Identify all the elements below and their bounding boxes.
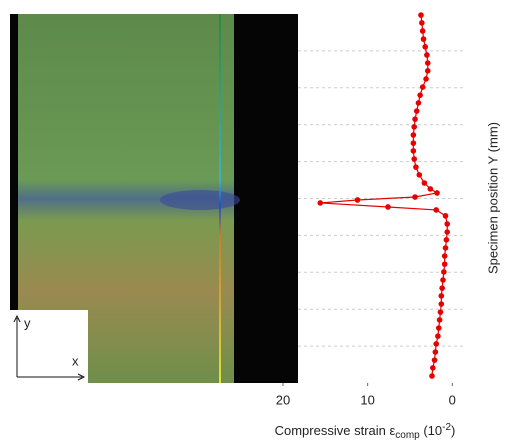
data-point bbox=[431, 357, 438, 363]
data-point bbox=[441, 269, 447, 275]
y-axis-label: Specimen position Y (mm) bbox=[485, 122, 500, 274]
data-point bbox=[433, 207, 440, 213]
data-point bbox=[427, 186, 434, 192]
inset-x-label: x bbox=[72, 353, 79, 368]
data-point bbox=[429, 373, 435, 379]
data-point bbox=[435, 333, 441, 339]
data-point bbox=[430, 365, 436, 371]
data-point bbox=[443, 237, 450, 243]
data-point bbox=[441, 253, 448, 259]
data-point bbox=[424, 60, 431, 66]
data-point bbox=[438, 301, 445, 307]
data-point bbox=[432, 349, 439, 355]
data-point bbox=[412, 194, 418, 200]
data-point bbox=[412, 116, 418, 122]
data-point bbox=[413, 108, 420, 114]
data-point bbox=[410, 148, 417, 154]
data-point bbox=[411, 156, 418, 162]
data-point bbox=[416, 172, 423, 178]
data-point bbox=[444, 229, 451, 235]
data-point bbox=[420, 36, 427, 42]
data-point bbox=[436, 317, 443, 323]
data-point bbox=[424, 52, 430, 58]
data-point bbox=[437, 309, 444, 315]
x-label-unit-close: ) bbox=[451, 423, 455, 438]
data-point bbox=[442, 245, 449, 251]
x-label-sup: -2 bbox=[442, 422, 451, 433]
x-axis-label: Compressive strain εcomp (10-2) bbox=[275, 422, 456, 441]
x-label-sub: comp bbox=[395, 430, 420, 441]
x-label-unit-open: (10 bbox=[420, 423, 442, 438]
data-point bbox=[444, 221, 451, 227]
data-point bbox=[435, 325, 442, 331]
x-tick-label: 20 bbox=[276, 392, 290, 407]
inset-y-label: y bbox=[24, 315, 31, 330]
data-point bbox=[317, 200, 324, 206]
data-point bbox=[354, 197, 361, 203]
data-point bbox=[410, 132, 417, 138]
specimen-image bbox=[10, 14, 298, 383]
data-point bbox=[442, 213, 449, 219]
data-point bbox=[438, 293, 445, 299]
data-point bbox=[417, 92, 423, 98]
data-point bbox=[419, 20, 425, 26]
data-point bbox=[434, 190, 440, 196]
data-point bbox=[385, 204, 391, 210]
data-point bbox=[439, 285, 445, 291]
data-point bbox=[418, 12, 424, 18]
x-label-main: Compressive strain ε bbox=[275, 423, 396, 438]
data-point bbox=[413, 164, 419, 170]
data-point bbox=[440, 277, 446, 283]
data-point bbox=[424, 68, 431, 74]
data-point bbox=[423, 76, 429, 82]
x-tick-label: 10 bbox=[360, 392, 374, 407]
data-point bbox=[419, 84, 426, 90]
data-point bbox=[422, 44, 429, 50]
data-point bbox=[419, 28, 426, 34]
data-point bbox=[410, 140, 417, 146]
data-point bbox=[415, 100, 422, 106]
x-tick-label: 0 bbox=[449, 392, 456, 407]
data-point bbox=[411, 124, 418, 130]
data-point bbox=[441, 261, 448, 267]
data-point bbox=[421, 180, 428, 186]
data-point bbox=[433, 341, 440, 347]
